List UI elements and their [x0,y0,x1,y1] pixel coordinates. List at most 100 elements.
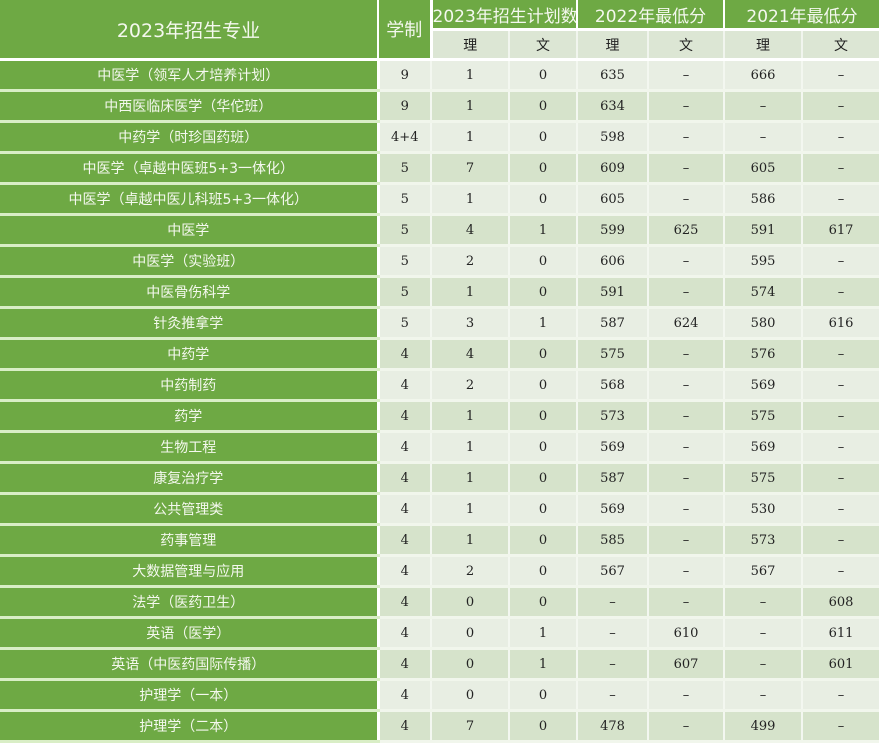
cell-plan-wen: 0 [509,121,579,154]
cell-major: 中药学（时珍国药班） [0,121,380,154]
table-row: 针灸推拿学 5 3 1 587 624 580 616 [0,307,879,340]
cell-major: 法学（医药卫生） [0,586,380,619]
table-row: 中药学（时珍国药班） 4+4 1 0 598 – – – [0,121,879,154]
cell-2022-wen: – [648,524,726,557]
cell-2022-wen: – [648,462,726,495]
cell-2022-wen: 607 [648,648,726,681]
cell-2022-li: 575 [577,338,650,371]
cell-2022-wen: – [648,369,726,402]
cell-2021-wen: 611 [802,617,879,650]
cell-2022-li: 567 [577,555,650,588]
cell-duration: 4 [378,648,432,681]
cell-duration: 5 [378,183,432,216]
cell-duration: 5 [378,245,432,278]
cell-duration: 4 [378,462,432,495]
table-row: 英语（医学） 4 0 1 – 610 – 611 [0,617,879,650]
cell-duration: 4+4 [378,121,432,154]
cell-duration: 4 [378,493,432,526]
cell-2022-wen: – [648,59,726,92]
cell-2022-wen: – [648,121,726,154]
cell-2021-li: 666 [724,59,804,92]
cell-2022-wen: – [648,276,726,309]
cell-duration: 4 [378,617,432,650]
table-row: 中医骨伤科学 5 1 0 591 – 574 – [0,276,879,309]
cell-2021-wen: – [802,152,879,185]
cell-major: 中西医临床医学（华佗班） [0,90,380,123]
cell-2022-li: 635 [577,59,650,92]
cell-2022-wen: 625 [648,214,726,247]
cell-2022-li: 606 [577,245,650,278]
cell-2022-wen: – [648,90,726,123]
header-duration: 学制 [378,0,433,61]
cell-plan-wen: 0 [509,369,579,402]
cell-major: 中药学 [0,338,380,371]
cell-2022-wen: – [648,152,726,185]
cell-plan-wen: 0 [509,679,579,712]
cell-2021-wen: – [802,400,879,433]
table-row: 中医学（卓越中医班5+3一体化） 5 7 0 609 – 605 – [0,152,879,185]
cell-2021-li: 573 [724,524,804,557]
cell-2021-wen: – [802,121,879,154]
cell-plan-wen: 0 [509,710,579,743]
cell-duration: 4 [378,431,432,464]
cell-2022-wen: – [648,338,726,371]
cell-plan-li: 7 [431,710,510,743]
cell-2022-wen: – [648,493,726,526]
table-row: 康复治疗学 4 1 0 587 – 575 – [0,462,879,495]
cell-major: 中药制药 [0,369,380,402]
cell-plan-wen: 0 [509,400,579,433]
table-row: 护理学（二本） 4 7 0 478 – 499 – [0,710,879,743]
cell-2022-wen: – [648,679,726,712]
cell-plan-wen: 0 [509,586,579,619]
cell-2022-li: – [577,617,650,650]
cell-2022-li: 609 [577,152,650,185]
cell-major: 护理学（二本） [0,710,380,743]
cell-2021-li: 499 [724,710,804,743]
cell-plan-li: 1 [431,524,510,557]
cell-2022-li: 598 [577,121,650,154]
cell-major: 针灸推拿学 [0,307,380,340]
cell-2022-li: – [577,586,650,619]
cell-major: 中医学（领军人才培养计划） [0,59,380,92]
cell-2021-wen: – [802,369,879,402]
cell-duration: 4 [378,338,432,371]
cell-plan-li: 0 [431,617,510,650]
table-row: 英语（中医药国际传播） 4 0 1 – 607 – 601 [0,648,879,681]
table-header: 2023年招生专业 学制 2023年招生计划数 2022年最低分 2021年最低… [0,0,879,61]
header-group-2021-min: 2021年最低分 [724,0,879,31]
cell-duration: 4 [378,400,432,433]
cell-major: 中医骨伤科学 [0,276,380,309]
cell-major: 生物工程 [0,431,380,464]
cell-2021-wen: – [802,245,879,278]
cell-2021-wen: – [802,276,879,309]
cell-major: 中医学 [0,214,380,247]
cell-duration: 4 [378,586,432,619]
table-row: 法学（医药卫生） 4 0 0 – – – 608 [0,586,879,619]
cell-2021-li: 576 [724,338,804,371]
cell-plan-wen: 1 [509,617,579,650]
cell-duration: 5 [378,214,432,247]
cell-duration: 4 [378,524,432,557]
cell-2021-li: 586 [724,183,804,216]
table-row: 中西医临床医学（华佗班） 9 1 0 634 – – – [0,90,879,123]
cell-plan-li: 1 [431,59,510,92]
cell-2021-li: – [724,648,804,681]
cell-2022-wen: – [648,431,726,464]
cell-2021-li: 580 [724,307,804,340]
cell-2022-wen: – [648,555,726,588]
table-row: 药学 4 1 0 573 – 575 – [0,400,879,433]
cell-2022-wen: 624 [648,307,726,340]
cell-plan-li: 7 [431,152,510,185]
cell-plan-wen: 0 [509,183,579,216]
cell-2022-wen: – [648,586,726,619]
cell-plan-wen: 0 [509,462,579,495]
cell-2022-wen: – [648,183,726,216]
cell-major: 药学 [0,400,380,433]
table-body: 中医学（领军人才培养计划） 9 1 0 635 – 666 – 中西医临床医学（… [0,59,879,743]
cell-2021-wen: – [802,59,879,92]
table-row: 公共管理类 4 1 0 569 – 530 – [0,493,879,526]
cell-major: 护理学（一本） [0,679,380,712]
table-row: 中药学 4 4 0 575 – 576 – [0,338,879,371]
cell-plan-wen: 0 [509,555,579,588]
cell-2021-wen: – [802,462,879,495]
